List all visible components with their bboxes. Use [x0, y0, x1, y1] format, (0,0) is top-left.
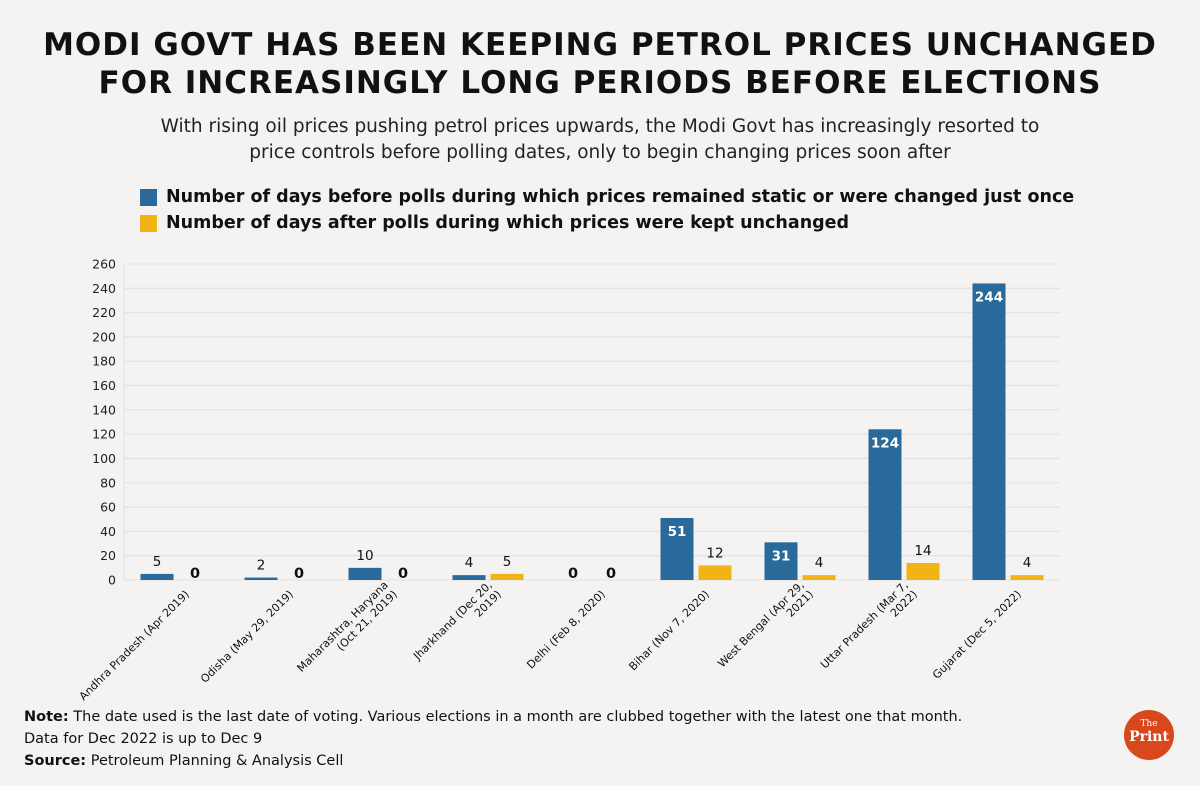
- note-line: Note: The date used is the last date of …: [24, 706, 962, 728]
- y-tick-label: 260: [92, 257, 116, 272]
- bars: [140, 283, 1044, 580]
- x-tick-label-5: Delhi (Feb 8, 2020): [524, 588, 608, 672]
- x-tick-label-line: Gujarat (Dec 5, 2022): [930, 588, 1024, 682]
- data-label-before-8: 124: [871, 435, 899, 451]
- data-label-after-5: 0: [606, 566, 616, 582]
- y-axis-ticks: 0 20 40 60 80 100 120 140 160 180 200 220 240 260: [92, 257, 116, 588]
- data-label-before-4: 4: [465, 555, 474, 571]
- logo-the: The: [1140, 719, 1158, 729]
- x-tick-label-1: Andhra Pradesh (Apr 2019): [77, 588, 192, 703]
- data-label-after-9: 4: [1023, 555, 1032, 571]
- x-tick-label-3: Maharashtra, Haryana(Oct 21, 2019): [295, 579, 400, 675]
- x-tick-label-line: Bihar (Nov 7, 2020): [626, 588, 711, 673]
- y-tick-label: 200: [92, 329, 116, 344]
- x-axis-labels: Andhra Pradesh (Apr 2019) Odisha (May 29,…: [77, 579, 1024, 703]
- x-tick-label-line: Delhi (Feb 8, 2020): [524, 588, 608, 672]
- x-tick-label-9: Gujarat (Dec 5, 2022): [930, 588, 1024, 682]
- y-tick-label: 160: [92, 378, 116, 393]
- legend-label-before: Number of days before polls during which…: [166, 187, 1075, 207]
- legend-item-after: Number of days after polls during which …: [140, 210, 1074, 236]
- x-tick-label-4: Jharkhand (Dec 20,2019): [410, 579, 504, 664]
- bar-after-6: [698, 565, 732, 580]
- data-note: Data for Dec 2022 is up to Dec 9: [24, 731, 263, 747]
- x-tick-label-2: Odisha (May 29, 2019): [198, 588, 296, 686]
- data-label-after-6: 12: [706, 545, 723, 561]
- bar-before-4: [452, 575, 486, 580]
- y-tick-label: 220: [92, 305, 116, 320]
- legend-label-after: Number of days after polls during which …: [166, 213, 850, 233]
- logo-print: Print: [1129, 729, 1169, 745]
- bar-before-9: [972, 283, 1006, 580]
- source-text: Petroleum Planning & Analysis Cell: [86, 753, 344, 769]
- footnotes: Note: The date used is the last date of …: [24, 706, 962, 772]
- legend-item-before: Number of days before polls during which…: [140, 184, 1074, 210]
- x-tick-label-line: Andhra Pradesh (Apr 2019): [77, 588, 192, 703]
- chart-title: MODI GOVT HAS BEEN KEEPING PETROL PRICES…: [0, 26, 1200, 102]
- legend: Number of days before polls during which…: [140, 184, 1074, 236]
- note-text: The date used is the last date of voting…: [68, 709, 963, 725]
- data-label-before-5: 0: [568, 566, 578, 582]
- data-label-before-6: 51: [668, 524, 687, 540]
- x-tick-label-8: Uttar Pradesh (Mar 7,2022): [818, 579, 920, 672]
- data-label-after-3: 0: [398, 566, 408, 582]
- data-label-before-9: 244: [975, 289, 1003, 305]
- the-print-logo: The Print: [1124, 710, 1174, 760]
- legend-swatch-after: [140, 214, 157, 232]
- x-tick-label-6: Bihar (Nov 7, 2020): [626, 588, 711, 673]
- chart-title-line2: FOR INCREASINGLY LONG PERIODS BEFORE ELE…: [98, 65, 1102, 101]
- data-label-after-4: 5: [503, 554, 512, 570]
- x-tick-label-line: Maharashtra, Haryana: [295, 579, 391, 675]
- chart-subtitle-line2: price controls before polling dates, onl…: [249, 142, 951, 163]
- x-tick-label-line: Uttar Pradesh (Mar 7,: [818, 579, 911, 672]
- data-label-before-3: 10: [356, 548, 373, 564]
- grid-lines: [123, 263, 1060, 581]
- bar-before-7: [764, 542, 798, 580]
- chart-title-line1: MODI GOVT HAS BEEN KEEPING PETROL PRICES…: [43, 27, 1157, 63]
- bar-after-7: [802, 575, 836, 580]
- y-tick-label: 20: [100, 548, 116, 563]
- y-tick-label: 180: [92, 354, 116, 369]
- y-tick-label: 0: [108, 573, 116, 588]
- chart-subtitle: With rising oil prices pushing petrol pr…: [0, 114, 1200, 166]
- data-label-before-1: 5: [153, 554, 162, 570]
- y-tick-label: 140: [92, 402, 116, 417]
- x-tick-label-line: West Bengal (Apr 29,: [715, 579, 807, 671]
- x-tick-label-7: West Bengal (Apr 29,2021): [715, 579, 816, 671]
- y-tick-label: 40: [100, 524, 116, 539]
- bar-before-1: [140, 573, 174, 580]
- data-label-after-8: 14: [914, 543, 931, 559]
- bar-after-8: [906, 562, 940, 580]
- y-tick-label: 80: [100, 475, 116, 490]
- x-tick-label-line: Jharkhand (Dec 20,: [410, 579, 495, 664]
- bar-before-2: [244, 577, 278, 580]
- y-tick-label: 240: [92, 281, 116, 296]
- y-tick-label: 100: [92, 451, 116, 466]
- bar-before-6: [660, 518, 694, 580]
- bar-after-4: [490, 573, 524, 580]
- x-tick-label-line: Odisha (May 29, 2019): [198, 588, 296, 686]
- note-label: Note:: [24, 709, 69, 725]
- data-label-after-2: 0: [294, 566, 304, 582]
- y-tick-label: 60: [100, 500, 116, 515]
- chart-subtitle-line1: With rising oil prices pushing petrol pr…: [160, 116, 1040, 137]
- bar-after-9: [1010, 575, 1044, 580]
- bar-before-8: [868, 429, 902, 580]
- bar-before-3: [348, 567, 382, 580]
- data-label-before-2: 2: [257, 558, 266, 574]
- data-label-before-7: 31: [772, 548, 791, 564]
- source-line: Source: Petroleum Planning & Analysis Ce…: [24, 750, 962, 772]
- legend-swatch-before: [140, 188, 157, 206]
- y-tick-label: 120: [92, 427, 116, 442]
- source-label: Source:: [24, 753, 87, 769]
- data-label-after-1: 0: [190, 566, 200, 582]
- data-label-after-7: 4: [815, 555, 824, 571]
